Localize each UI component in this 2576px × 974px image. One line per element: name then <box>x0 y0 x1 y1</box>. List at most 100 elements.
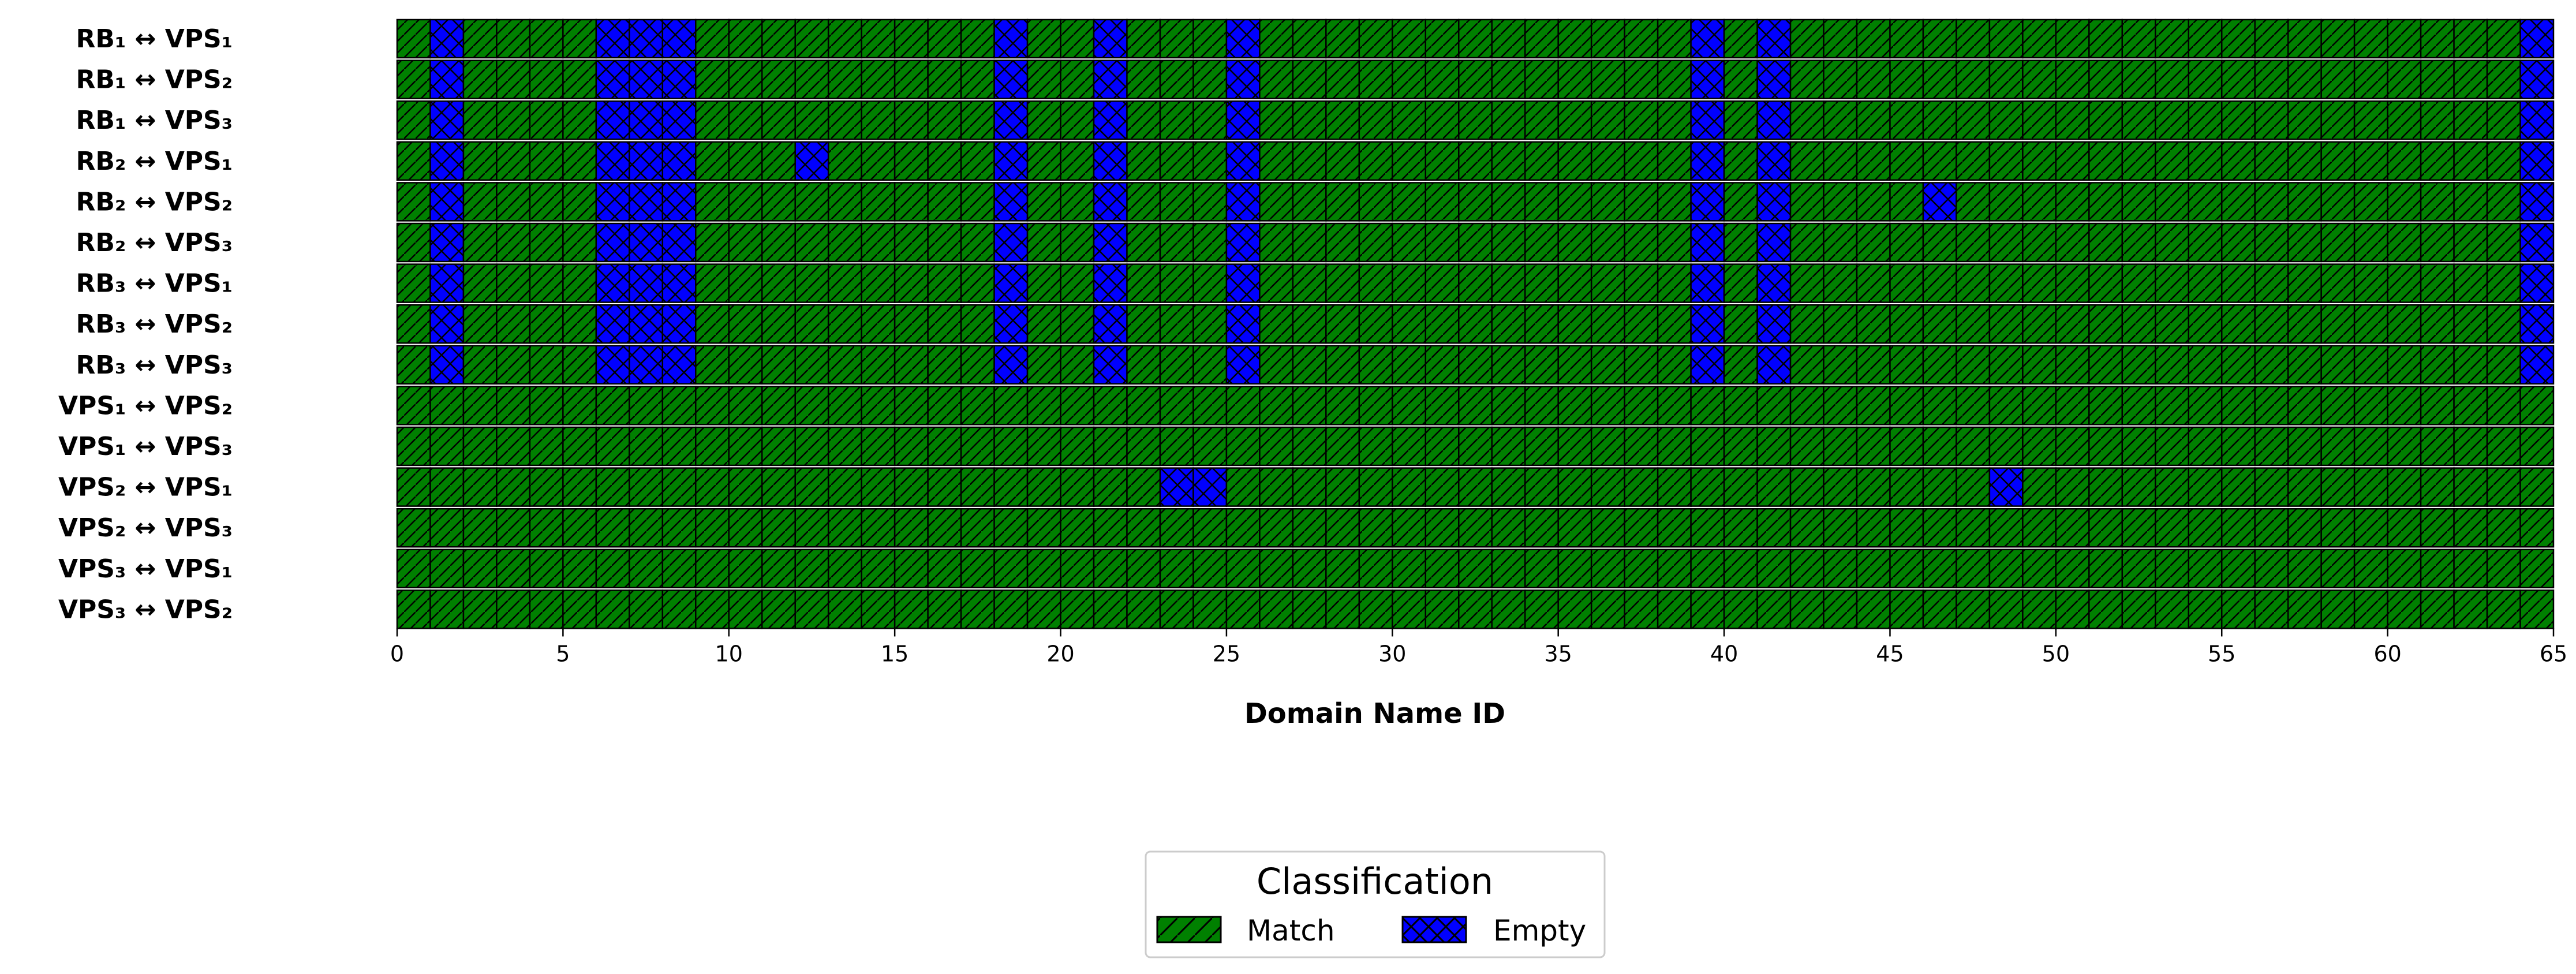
cell-match <box>1060 182 1095 222</box>
x-tick-label: 25 <box>1213 641 1240 666</box>
cell-match <box>2320 589 2356 629</box>
cell-empty <box>629 18 664 59</box>
cell-match <box>2420 426 2455 467</box>
cell-empty <box>629 141 664 181</box>
cell-match <box>695 182 730 222</box>
cell-match <box>1723 18 1758 59</box>
cell-match <box>1956 18 1991 59</box>
cell-match <box>695 59 730 99</box>
cell-match <box>1922 100 1957 140</box>
cell-match <box>1392 548 1427 589</box>
cell-match <box>661 589 697 629</box>
cell-match <box>1026 345 1061 385</box>
cell-match <box>1723 507 1758 548</box>
cell-match <box>993 467 1029 507</box>
cell-match <box>462 467 498 507</box>
cell-match <box>2088 263 2123 303</box>
cell-match <box>1126 548 1161 589</box>
cell-empty <box>1988 467 2024 507</box>
cell-match <box>695 507 730 548</box>
cell-match <box>1292 182 1327 222</box>
cell-match <box>661 386 697 426</box>
cell-match <box>396 59 431 99</box>
cell-match <box>1458 59 1493 99</box>
cell-match <box>2220 263 2256 303</box>
cell-match <box>1524 467 1559 507</box>
cell-match <box>1922 589 1957 629</box>
cell-match <box>1060 467 1095 507</box>
cell-match <box>1723 263 1758 303</box>
cell-empty <box>595 222 630 263</box>
cell-empty <box>993 222 1029 263</box>
cell-match <box>462 182 498 222</box>
cell-match <box>2188 304 2223 344</box>
cell-match <box>1392 263 1427 303</box>
cell-match <box>1557 304 1592 344</box>
cell-empty <box>595 263 630 303</box>
cell-match <box>1723 59 1758 99</box>
cell-match <box>1956 222 1991 263</box>
cell-match <box>2420 18 2455 59</box>
cell-match <box>2387 141 2422 181</box>
cell-match <box>1093 589 1128 629</box>
cell-match <box>496 426 531 467</box>
cell-empty <box>629 263 664 303</box>
cell-match <box>1325 386 1360 426</box>
cell-match <box>2387 507 2422 548</box>
cell-match <box>794 467 829 507</box>
cell-match <box>1126 222 1161 263</box>
cell-match <box>1590 304 1625 344</box>
cell-empty <box>2519 263 2555 303</box>
cell-match <box>2453 345 2488 385</box>
cell-match <box>2387 386 2422 426</box>
cell-empty <box>794 141 829 181</box>
cell-match <box>1590 467 1625 507</box>
cell-match <box>1789 548 1824 589</box>
cell-match <box>2287 182 2322 222</box>
cell-match <box>2220 18 2256 59</box>
cell-match <box>2121 59 2156 99</box>
cell-match <box>396 222 431 263</box>
cell-match <box>1192 345 1228 385</box>
cell-match <box>2486 263 2521 303</box>
cell-match <box>1358 386 1393 426</box>
cell-match <box>1292 345 1327 385</box>
cell-match <box>1789 263 1824 303</box>
cell-match <box>1789 345 1824 385</box>
cell-match <box>1060 100 1095 140</box>
row-label: RB₂ ↔ VPS₃ <box>76 228 233 258</box>
cell-match <box>2254 18 2289 59</box>
cell-match <box>1060 548 1095 589</box>
row-labels: RB₁ ↔ VPS₁ RB₁ ↔ VPS₂ RB₁ ↔ VPS₃ RB₂ ↔ VPS₁… <box>58 24 233 624</box>
cell-match <box>1657 386 1692 426</box>
cell-match <box>1524 18 1559 59</box>
cell-match <box>1956 548 1991 589</box>
x-axis: 0 5 10 15 20 25 30 35 40 45 50 55 60 65 <box>390 628 2567 666</box>
cell-match <box>2486 345 2521 385</box>
cell-match <box>1557 141 1592 181</box>
cell-match <box>562 18 597 59</box>
cell-match <box>1192 304 1228 344</box>
cell-match <box>1392 345 1427 385</box>
cell-match <box>2022 589 2057 629</box>
cell-match <box>1624 589 1659 629</box>
cell-match <box>2055 589 2090 629</box>
cell-match <box>1723 548 1758 589</box>
cell-empty <box>629 222 664 263</box>
x-tick-label: 35 <box>1545 641 1572 666</box>
cell-empty <box>1756 141 1792 181</box>
cell-match <box>1922 59 1957 99</box>
cell-match <box>1657 59 1692 99</box>
cell-match <box>562 141 597 181</box>
cell-match <box>1026 141 1061 181</box>
cell-match <box>1491 426 1526 467</box>
cell-match <box>1259 263 1294 303</box>
cell-match <box>1259 548 1294 589</box>
cell-match <box>1856 263 1891 303</box>
cell-match <box>1458 345 1493 385</box>
cell-match <box>1126 141 1161 181</box>
cell-match <box>2022 304 2057 344</box>
cell-match <box>1026 507 1061 548</box>
legend-frame <box>1145 850 1606 958</box>
cell-match <box>2155 141 2190 181</box>
